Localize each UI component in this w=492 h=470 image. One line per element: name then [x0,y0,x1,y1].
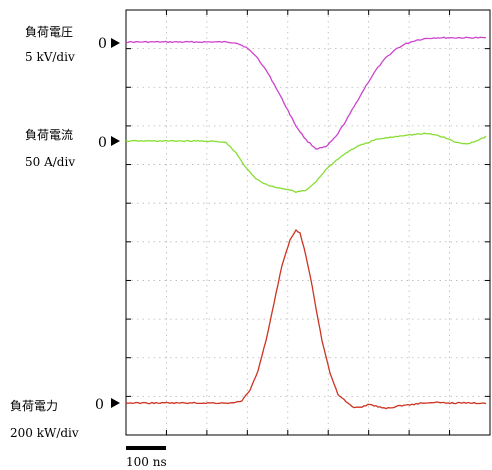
power-channel-scale: 200 kW/div [10,426,79,440]
power-zero-label: 0 [95,397,104,413]
power-zero-arrow-icon [111,398,120,408]
voltage-zero-arrow-icon [111,38,120,48]
traces [125,36,487,410]
power-trace [125,229,487,410]
current-zero-arrow-icon [111,136,120,146]
voltage-channel-name: 負荷電圧 [25,25,74,39]
current-channel-scale: 50 A/div [25,155,76,169]
current-trace [125,132,487,194]
time-scale-bar [126,446,166,450]
voltage-zero-label: 0 [98,36,107,52]
current-channel-name: 負荷電流 [25,128,74,142]
voltage-trace [126,36,487,150]
time-scale-label: 100 ns [126,455,167,469]
current-zero-label: 0 [98,135,107,151]
plot-grid [125,9,491,436]
voltage-channel-scale: 5 kV/div [25,50,75,64]
plot-frame [125,9,491,436]
power-channel-name: 負荷電力 [10,399,59,413]
